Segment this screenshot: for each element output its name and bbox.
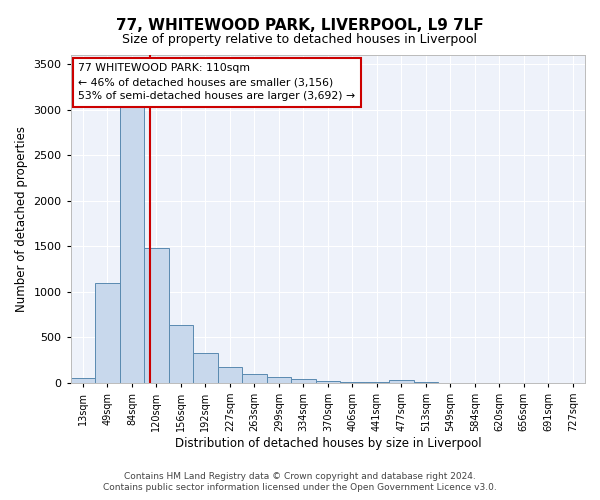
Bar bbox=[119, 105, 144, 383]
Bar bbox=[218, 367, 242, 383]
Text: Size of property relative to detached houses in Liverpool: Size of property relative to detached ho… bbox=[122, 32, 478, 46]
Text: Contains HM Land Registry data © Crown copyright and database right 2024.
Contai: Contains HM Land Registry data © Crown c… bbox=[103, 472, 497, 492]
Bar bbox=[316, 381, 340, 383]
Text: 77 WHITEWOOD PARK: 110sqm
← 46% of detached houses are smaller (3,156)
53% of se: 77 WHITEWOOD PARK: 110sqm ← 46% of detac… bbox=[79, 63, 356, 101]
Bar bbox=[242, 374, 266, 383]
Bar bbox=[169, 324, 193, 383]
X-axis label: Distribution of detached houses by size in Liverpool: Distribution of detached houses by size … bbox=[175, 437, 481, 450]
Y-axis label: Number of detached properties: Number of detached properties bbox=[15, 126, 28, 312]
Bar bbox=[71, 378, 95, 383]
Bar bbox=[266, 377, 291, 383]
Bar bbox=[340, 382, 365, 383]
Bar bbox=[144, 248, 169, 383]
Bar bbox=[95, 282, 119, 383]
Bar bbox=[291, 380, 316, 383]
Bar bbox=[413, 382, 438, 383]
Bar bbox=[365, 382, 389, 383]
Bar bbox=[193, 353, 218, 383]
Bar bbox=[389, 380, 413, 383]
Text: 77, WHITEWOOD PARK, LIVERPOOL, L9 7LF: 77, WHITEWOOD PARK, LIVERPOOL, L9 7LF bbox=[116, 18, 484, 32]
